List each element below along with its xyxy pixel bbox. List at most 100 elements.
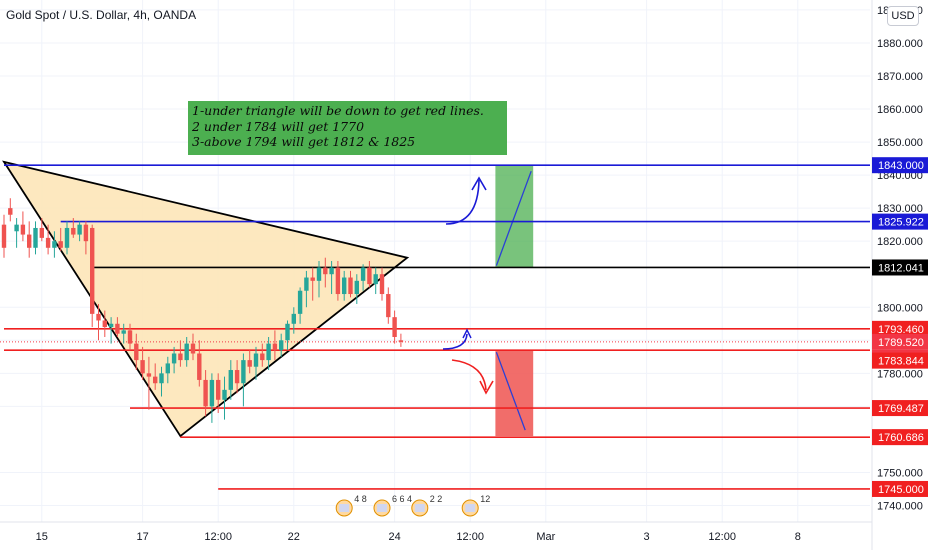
flag-icon — [377, 504, 387, 512]
candle-body — [203, 379, 208, 407]
projection-arrow-down — [451, 359, 487, 391]
candle-body — [260, 353, 265, 361]
time-tick-label: 17 — [136, 531, 148, 543]
price-tick-label: 1800.000 — [877, 302, 923, 314]
candle-body — [234, 370, 240, 384]
price-label-box[interactable] — [872, 333, 928, 350]
annotation-line: 1-under triangle will be down to get red… — [192, 103, 484, 118]
price-label: 1789.520 — [878, 337, 924, 349]
candle-body — [253, 353, 259, 367]
price-tick-label: 1740.000 — [877, 500, 923, 512]
candle-body — [367, 267, 372, 285]
price-tick-label: 1820.000 — [877, 236, 923, 248]
flag-icon — [414, 504, 425, 512]
candle-body — [228, 370, 233, 390]
currency-button[interactable]: USD — [887, 6, 919, 26]
candle-body — [1, 224, 7, 248]
candle-body — [8, 208, 13, 215]
price-tick-label: 1870.000 — [877, 71, 923, 83]
time-tick-label: 12:00 — [708, 531, 736, 543]
target-arrow-down — [495, 351, 526, 431]
candle-body — [222, 389, 227, 400]
candle-body — [348, 277, 353, 295]
arrowhead-down — [479, 380, 494, 395]
candle-body — [14, 224, 19, 232]
price-label-box[interactable] — [872, 213, 928, 230]
price-label-box[interactable] — [872, 480, 928, 497]
event-badge-count: 6 6 4 — [392, 494, 412, 504]
candle-body — [329, 267, 334, 275]
candle-body — [266, 343, 271, 361]
price-tick-label: 1780.000 — [877, 368, 923, 380]
candle-body — [27, 234, 32, 248]
candle-body — [285, 323, 290, 341]
time-tick-label: 12:00 — [204, 531, 232, 543]
price-tick-label: 1850.000 — [877, 137, 923, 149]
candle-body — [178, 353, 183, 361]
candle-body — [115, 323, 120, 334]
candle-body — [209, 379, 215, 407]
event-badge-count: 2 2 — [430, 494, 443, 504]
annotation-note[interactable]: 1-under triangle will be down to get red… — [188, 101, 507, 155]
candle-body — [146, 373, 152, 377]
price-label-box[interactable] — [872, 259, 928, 276]
candle-body — [83, 224, 89, 242]
price-tick-label: 1860.000 — [877, 104, 923, 116]
event-badge-count: 12 — [480, 494, 490, 504]
candle-body — [39, 227, 44, 238]
flag-icon — [339, 504, 350, 512]
candle-body — [52, 241, 57, 248]
price-label-box[interactable] — [872, 157, 928, 174]
price-label-box[interactable] — [872, 400, 928, 417]
candle-body — [184, 343, 189, 361]
candle-body — [310, 277, 315, 281]
candle-body — [171, 353, 177, 364]
annotation-line: 3-above 1794 will get 1812 & 1825 — [192, 134, 416, 149]
candle-body — [102, 320, 107, 328]
arrowhead-up-large — [471, 176, 487, 191]
candle-body — [134, 343, 139, 361]
target-box-down[interactable] — [495, 350, 534, 437]
price-label: 1825.922 — [878, 217, 924, 229]
candle-body — [279, 340, 284, 351]
price-label: 1812.041 — [878, 262, 924, 274]
candle-body — [127, 330, 133, 344]
candle-body — [392, 317, 397, 337]
chart-title: Gold Spot / U.S. Dollar, 4h, OANDA — [6, 8, 197, 22]
candle-body — [342, 277, 347, 295]
candle-body — [291, 313, 296, 324]
candle-body — [272, 343, 278, 351]
projection-arrow-up-large — [445, 179, 480, 225]
flag-icon — [465, 504, 476, 512]
candle-body — [360, 267, 366, 281]
candle-body — [335, 267, 341, 295]
price-tick-label: 1750.000 — [877, 467, 923, 479]
price-label: 1843.000 — [878, 160, 924, 172]
time-tick-label: 12:00 — [456, 531, 484, 543]
candle-body — [90, 227, 95, 314]
price-label: 1769.487 — [878, 403, 924, 415]
price-label-box[interactable] — [872, 352, 928, 369]
candle-body — [140, 360, 145, 374]
price-label: 1745.000 — [878, 484, 924, 496]
candle-body — [121, 330, 126, 334]
arrowhead-up-small — [462, 328, 472, 339]
event-badge-count: 4 8 — [354, 494, 367, 504]
time-tick-label: 8 — [795, 531, 801, 543]
candle-body — [165, 363, 170, 374]
candle-body — [241, 360, 246, 384]
price-label: 1793.460 — [878, 324, 924, 336]
candle-body — [190, 343, 196, 354]
candle-body — [247, 360, 252, 367]
candle-body — [297, 290, 303, 314]
price-label-box[interactable] — [872, 320, 928, 337]
candle-body — [45, 237, 51, 248]
candle-body — [77, 224, 82, 235]
candle-body — [216, 379, 221, 400]
price-label-box[interactable] — [872, 429, 928, 446]
candle-body — [398, 340, 404, 342]
candle-body — [373, 274, 378, 285]
price-tick-label: 1830.000 — [877, 203, 923, 215]
